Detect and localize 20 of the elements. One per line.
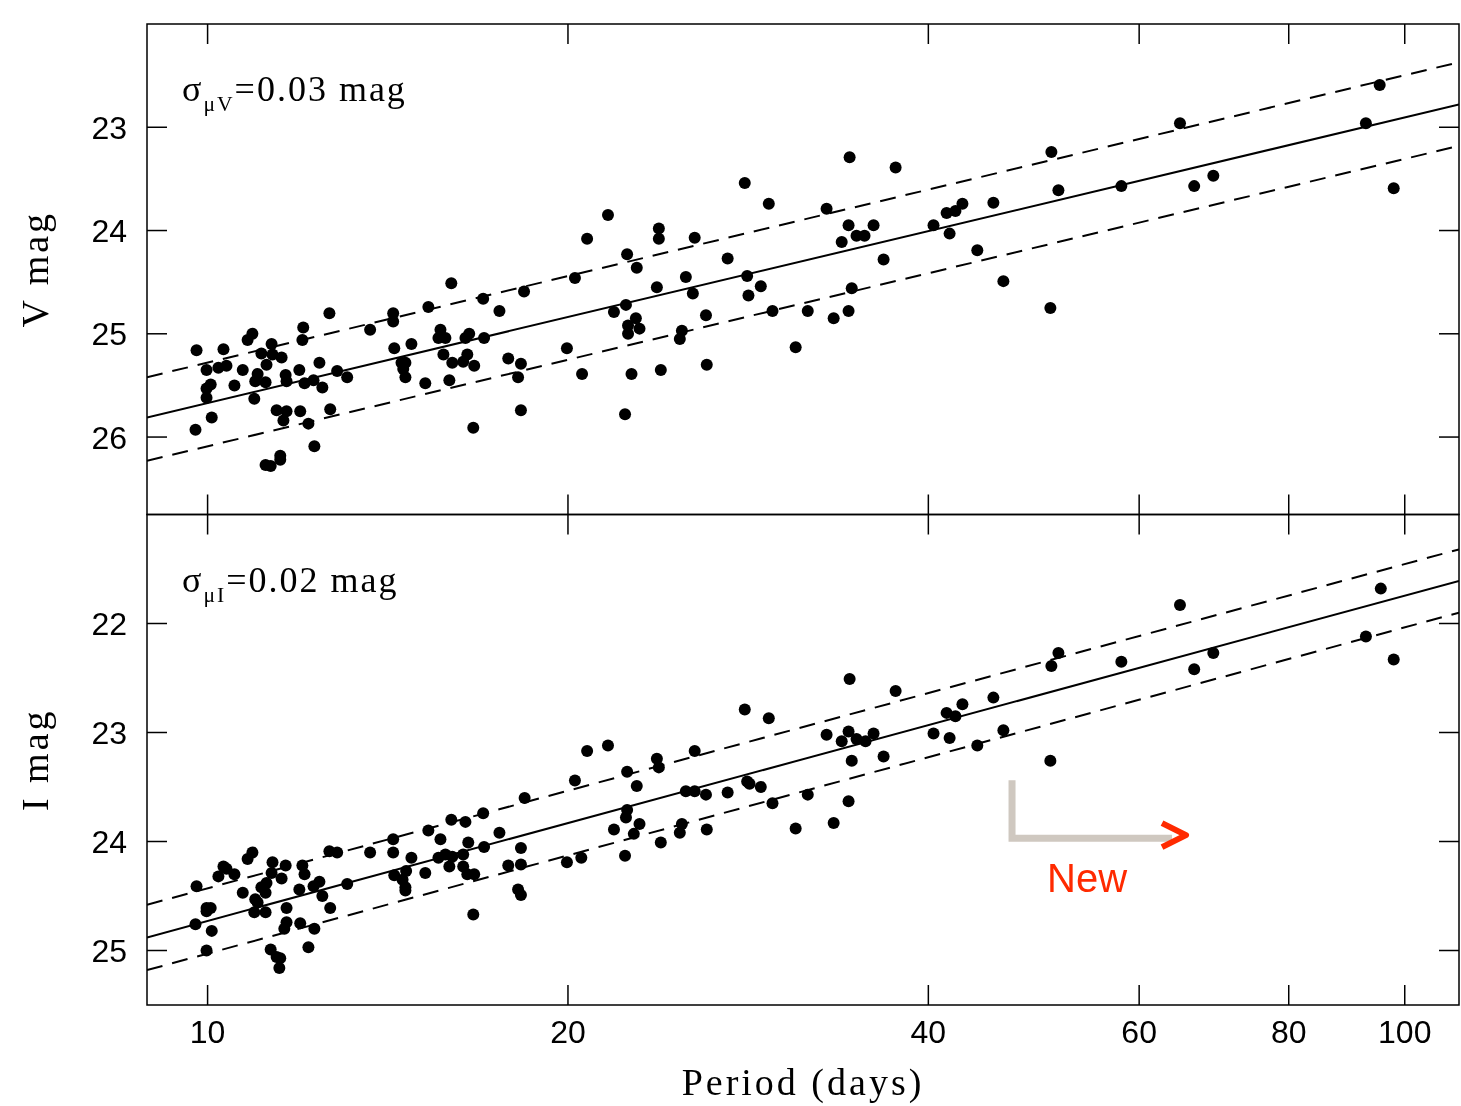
- annotation: σ$_{μV}$=0.03 mag: [182, 69, 407, 116]
- x-tick-label: 20: [550, 1014, 586, 1050]
- y-tick-label: 23: [91, 109, 127, 146]
- y-tick-label: 24: [91, 824, 127, 860]
- y-tick-label: 25: [91, 316, 127, 353]
- x-axis-title: Period (days): [681, 1061, 925, 1104]
- y-tick-label: 26: [91, 419, 127, 456]
- x-tick-label: 10: [189, 1014, 226, 1050]
- annotation: σ$_{μI}$=0.02 mag: [182, 559, 399, 607]
- y-tick-label: 22: [91, 606, 127, 642]
- annotation: New: [1047, 856, 1128, 901]
- x-tick-label: 60: [1121, 1014, 1157, 1050]
- x-tick-label: 100: [1378, 1014, 1432, 1050]
- x-tick-label: 80: [1270, 1014, 1307, 1050]
- y-tick-label: 23: [91, 715, 127, 751]
- y-axis-title: V mag: [14, 210, 56, 328]
- x-tick-label: 40: [910, 1014, 947, 1050]
- y-tick-label: 24: [91, 213, 127, 250]
- y-axis-title: I mag: [14, 708, 56, 812]
- y-tick-label: 25: [91, 933, 127, 969]
